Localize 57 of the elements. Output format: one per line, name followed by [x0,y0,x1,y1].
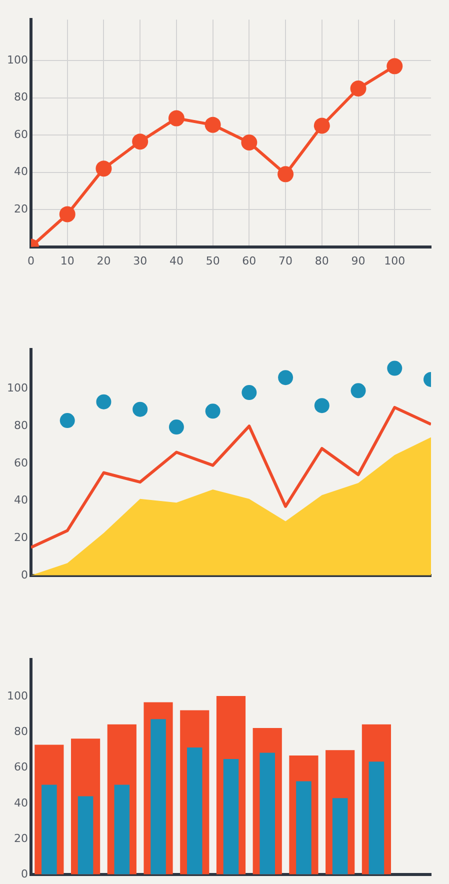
x-tick-label: 100 [384,254,406,268]
y-tick-label: 60 [14,760,28,774]
y-tick-label: 80 [14,725,28,738]
bar [332,798,348,874]
point [96,394,112,410]
x-tick-label: 70 [278,254,293,268]
y-tick-label: 40 [14,796,28,810]
point [314,398,330,414]
x-tick-label: 60 [242,254,256,268]
y-tick-label: 0 [20,568,28,582]
x-tick-label: 40 [169,254,184,268]
y-tick-label: 20 [14,202,28,216]
point [278,166,294,182]
x-tick-label: 30 [133,254,148,268]
y-tick-label: 100 [6,53,28,66]
point [350,80,366,97]
y-tick-label: 60 [14,456,28,470]
x-tick-label: 90 [351,254,366,268]
x-tick-label: 80 [314,254,329,268]
y-tick-label: 60 [14,128,28,141]
point [205,404,220,419]
point [60,413,75,428]
point [241,134,258,151]
y-tick-label: 100 [6,690,28,703]
bar [296,781,312,874]
y-tick-label: 40 [14,165,28,178]
bar [260,752,275,874]
bar [150,719,166,874]
point [242,385,257,400]
y-tick-label: 20 [14,530,28,544]
point [168,110,184,126]
x-tick-label: 20 [96,254,111,268]
y-tick-label: 80 [14,90,28,104]
point [387,360,402,376]
point [132,134,148,150]
point [350,383,366,398]
point [168,420,184,435]
y-tick-label: 0 [20,867,28,880]
bar [78,796,94,874]
point [132,402,148,417]
bar [187,747,202,874]
point [59,206,76,222]
point [314,118,330,134]
y-tick-label: 100 [6,382,28,395]
x-tick-label: 50 [206,254,220,268]
point [96,160,112,177]
point [386,58,403,74]
point [204,116,221,133]
y-tick-label: 80 [14,418,28,432]
bar [114,784,130,874]
bar [368,762,384,874]
y-tick-label: 20 [14,832,28,845]
bar [223,759,239,874]
y-tick-label: 40 [14,494,28,507]
x-tick-label: 10 [60,254,74,268]
bar [42,784,57,874]
point [278,370,294,386]
